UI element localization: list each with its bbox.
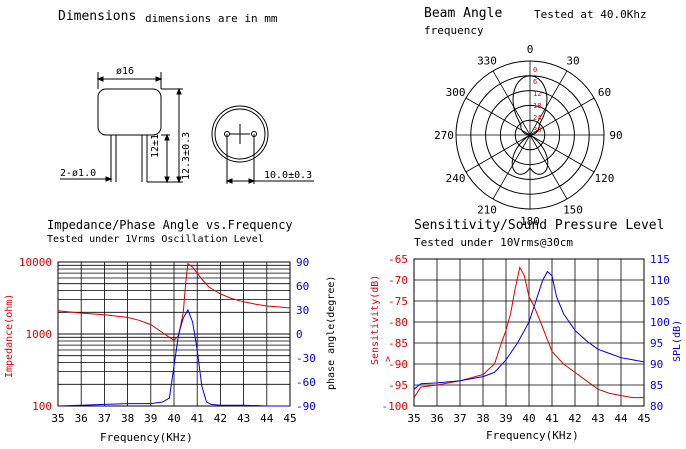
right-tick-label: 105	[650, 295, 670, 308]
polar-angle-label: 30	[566, 55, 579, 68]
left-tick-label: -70	[388, 274, 408, 287]
polar-spoke	[529, 134, 568, 200]
polar-angle-label: 270	[434, 129, 454, 142]
x-tick-label: 35	[51, 412, 64, 425]
polar-ring-label: 6	[533, 78, 537, 86]
beam-frequency-label: frequency	[424, 24, 484, 37]
left-tick-label: -80	[388, 316, 408, 329]
x-tick-label: 38	[121, 412, 134, 425]
right-tick-label: 90	[650, 358, 663, 371]
sensitivity-subtitle: Tested under 10Vrms@30cm	[414, 236, 573, 249]
left-tick-label: -65	[388, 253, 408, 266]
impedance-title: Impedance/Phase Angle vs.Frequency	[47, 218, 293, 232]
left-tick-label: -75	[388, 295, 408, 308]
right-tick-label: 0	[296, 328, 303, 341]
x-tick-label: 44	[260, 412, 274, 425]
x-tick-label: 35	[407, 412, 420, 425]
sensitivity-title: Sensitivity/Sound Pressure Level	[414, 218, 665, 233]
x-tick-label: 40	[522, 412, 535, 425]
polar-ring-label: 0	[533, 66, 537, 74]
right-tick-label: 85	[650, 379, 663, 392]
left-tick-label: -100	[382, 400, 409, 413]
left-tick-label: -85	[388, 337, 408, 350]
series-line-left	[413, 265, 644, 399]
series-line-left	[57, 262, 291, 341]
x-tick-label: 37	[453, 412, 466, 425]
polar-ring-label: 24	[533, 114, 541, 122]
sensitivity-xlabel: Frequency(KHz)	[486, 429, 579, 442]
x-tick-label: 43	[591, 412, 604, 425]
polar-spoke	[465, 134, 531, 173]
right-tick-label: -30	[296, 352, 316, 365]
polar-angle-label: 180	[520, 215, 540, 228]
polar-spoke	[492, 70, 531, 136]
left-tick-label: -90	[388, 358, 408, 371]
series-line-right	[413, 270, 645, 390]
polar-ring-label: 12	[533, 90, 541, 98]
polar-angle-label: 330	[477, 55, 497, 68]
right-tick-label: 30	[296, 304, 309, 317]
x-tick-label: 39	[499, 412, 512, 425]
right-tick-label: -60	[296, 376, 316, 389]
polar-beam-pattern	[511, 75, 549, 175]
x-tick-label: 45	[283, 412, 296, 425]
diameter-label: ø16	[116, 66, 135, 77]
x-tick-label: 41	[191, 412, 204, 425]
right-tick-label: 60	[296, 280, 309, 293]
polar-spoke	[529, 70, 568, 136]
x-tick-label: 42	[568, 412, 581, 425]
x-tick-label: 44	[614, 412, 628, 425]
polar-angle-label: 120	[595, 172, 615, 185]
polar-spoke	[529, 134, 595, 173]
right-tick-label: -90	[296, 400, 316, 413]
x-tick-label: 36	[75, 412, 88, 425]
polar-spoke	[465, 97, 531, 136]
x-tick-label: 40	[167, 412, 180, 425]
beam-title: Beam Angle	[424, 6, 503, 21]
polar-angle-label: 150	[563, 203, 583, 216]
x-tick-label: 36	[430, 412, 443, 425]
right-tick-label: 80	[650, 400, 663, 413]
right-tick-label: 115	[650, 253, 670, 266]
x-tick-label: 37	[98, 412, 111, 425]
pin-label: 2-ø1.0	[60, 168, 97, 179]
polar-spoke	[492, 134, 531, 200]
polar-spoke	[529, 97, 595, 136]
dimensions-title: Dimensions	[58, 9, 137, 24]
x-tick-label: 42	[214, 412, 227, 425]
series-line-right	[57, 308, 290, 407]
x-tick-label: 41	[545, 412, 558, 425]
x-tick-label: 43	[237, 412, 250, 425]
right-tick-label: 100	[650, 316, 670, 329]
beam-tested: Tested at 40.0Khz	[534, 8, 647, 21]
polar-angle-label: 0	[527, 43, 534, 56]
polar-angle-label: 90	[609, 129, 622, 142]
left-tick-label: -95	[388, 379, 408, 392]
polar-ring-label: 18	[533, 102, 541, 110]
x-tick-label: 45	[637, 412, 650, 425]
dimensions-note: dimensions are in mm	[145, 12, 278, 25]
impedance-subtitle: Tested under 1Vrms Oscillation Level	[47, 234, 264, 245]
pitch-label: 10.0±0.3	[264, 170, 313, 181]
polar-angle-label: 240	[446, 172, 466, 185]
polar-angle-label: 300	[446, 86, 466, 99]
right-tick-label: 95	[650, 337, 663, 350]
left-tick-label: 100	[32, 400, 52, 413]
polar-angle-label: 210	[477, 203, 497, 216]
left-tick-label: 10000	[19, 256, 52, 269]
polar-ring-label: 30	[533, 126, 541, 134]
x-tick-label: 39	[144, 412, 157, 425]
right-tick-label: 110	[650, 274, 670, 287]
impedance-xlabel: Frequency(KHz)	[100, 431, 193, 444]
left-tick-label: 1000	[26, 328, 53, 341]
right-tick-label: 90	[296, 256, 309, 269]
polar-angle-label: 60	[598, 86, 611, 99]
x-tick-label: 38	[476, 412, 489, 425]
